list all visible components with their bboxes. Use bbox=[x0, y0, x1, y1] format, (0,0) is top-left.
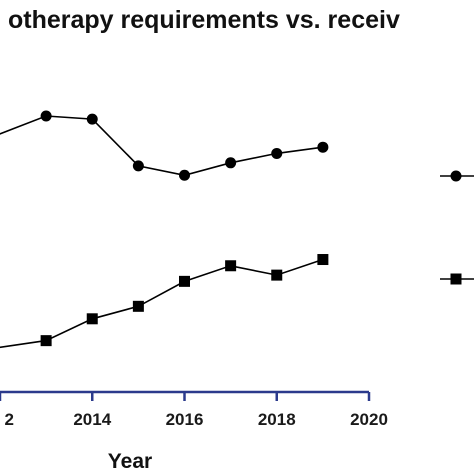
chart-title: otherapy requirements vs. receiv bbox=[8, 6, 400, 34]
legend-marker-square bbox=[450, 273, 462, 285]
legend bbox=[440, 170, 474, 285]
x-tick-label: 2018 bbox=[258, 410, 296, 429]
x-axis-ticks: 2 2014 2016 2018 2020 bbox=[0, 392, 388, 429]
data-point-square bbox=[317, 254, 329, 266]
x-axis-label: Year bbox=[108, 450, 152, 473]
data-point-circle bbox=[40, 110, 52, 122]
legend-marker-circle bbox=[450, 170, 462, 182]
x-tick-label: 2016 bbox=[166, 410, 204, 429]
data-point-square bbox=[271, 269, 283, 281]
plot-area: 2 2014 2016 2018 2020 bbox=[0, 110, 388, 429]
data-point-circle bbox=[86, 113, 98, 125]
series-line-2 bbox=[0, 258, 324, 349]
data-point-circle bbox=[225, 157, 237, 169]
data-point-circle bbox=[132, 160, 144, 172]
data-point-square bbox=[86, 313, 98, 325]
data-point-circle bbox=[271, 147, 283, 159]
x-tick-label: 2 bbox=[5, 410, 14, 429]
series-line-1 bbox=[0, 115, 324, 177]
x-tick-label: 2014 bbox=[73, 410, 111, 429]
x-tick-label: 2020 bbox=[350, 410, 388, 429]
data-point-square bbox=[225, 260, 237, 272]
series-markers bbox=[40, 110, 329, 347]
data-point-circle bbox=[179, 169, 190, 181]
series-lines bbox=[0, 115, 324, 349]
data-point-square bbox=[179, 275, 190, 287]
data-point-square bbox=[132, 300, 144, 312]
data-point-square bbox=[40, 335, 52, 347]
data-point-circle bbox=[317, 141, 329, 153]
